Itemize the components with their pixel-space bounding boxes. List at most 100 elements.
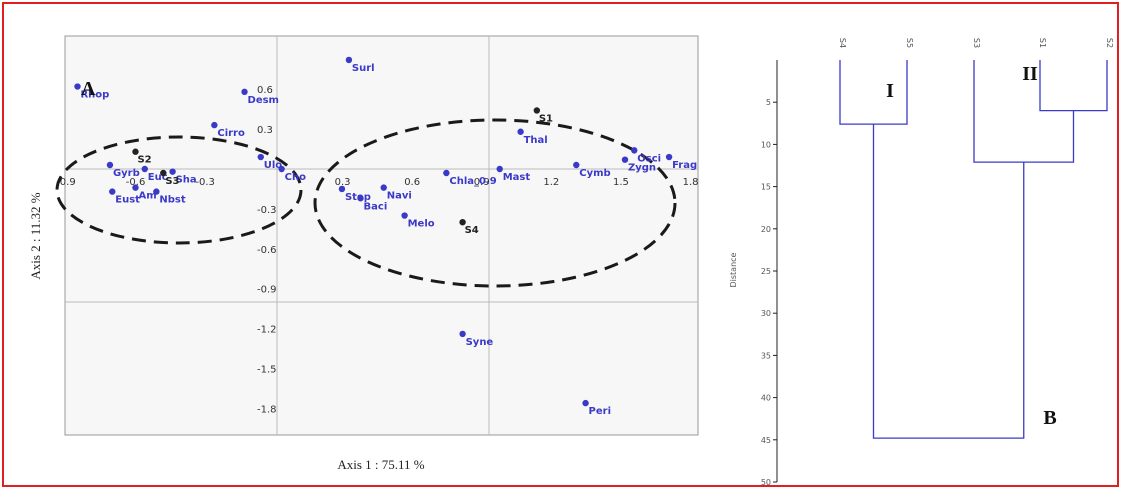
taxon-label: Rhop [80,90,109,101]
site-label: S3 [165,176,179,187]
taxon-label: Nbst [159,195,185,206]
taxon-point: Peri [582,399,611,417]
taxon-label: Cirro [217,128,245,139]
x-tick-label: 0.9 [474,177,490,188]
taxon-marker [443,169,450,177]
taxon-label: Navi [387,191,412,202]
leaf-label: S5 [905,38,914,48]
y-tick-label: -1.2 [257,325,277,336]
taxon-label: Sha [176,175,197,186]
taxon-marker [169,168,176,175]
dendrogram-axis-label: Distance [729,252,738,287]
site-marker [533,107,541,114]
y-tick-label: 0.3 [257,125,273,136]
taxon-point: Baci [357,195,387,212]
cluster-ellipse-right [313,118,677,288]
taxon-marker [345,56,353,64]
taxon-point: Am [132,184,157,202]
taxon-marker [74,83,81,90]
dendrogram-tick-label: 5 [766,98,771,107]
taxon-point: Surl [345,56,375,74]
x-tick-label: -0.6 [126,177,146,188]
taxon-point: Ulo [257,153,283,171]
dendrogram-leaves: S4 S5 S3 S1 S2 [838,38,1114,48]
site-marker [459,219,466,226]
taxon-point: Mast [496,165,531,183]
taxon-label: Euc [148,172,168,183]
site-label: S2 [137,155,151,166]
taxon-point: Zygn [621,156,656,174]
taxon-label: Thal [524,135,548,146]
leaf-label: S1 [1038,38,1047,48]
dendrogram-tick-label: 40 [761,394,771,403]
taxon-marker [631,147,638,154]
taxon-marker [459,330,466,338]
x-tick-label: 1.2 [543,177,559,188]
site-point: S3 [160,169,180,187]
y-tick-label: 0.6 [257,85,273,96]
taxon-marker [665,153,673,161]
site-point: S1 [533,107,553,124]
x-tick-label: -0.9 [56,177,76,188]
taxon-label: Eust [115,195,140,206]
y-tick-label: -1.5 [257,365,277,376]
x-axis-label: Axis 1 : 75.11 % [337,457,424,472]
site-label: S4 [465,225,479,236]
taxon-marker [357,195,364,202]
x-tick-labels: -0.9 -0.6 -0.3 0.3 0.6 0.9 1.2 1.5 1.8 [56,177,698,188]
dendrogram-branch [872,124,1025,439]
leaf-label: S2 [1105,38,1114,48]
taxon-marker [109,188,116,195]
taxon-point: Syne [459,330,494,348]
taxon-label: Cho [285,172,306,183]
y-tick-label: -0.3 [257,205,277,216]
taxon-label: Chla_0.9 [449,176,496,187]
taxon-label: Cymb [579,168,610,179]
taxon-point: Melo [401,212,435,230]
taxon-marker [582,399,589,407]
taxon-point: Nbst [153,188,186,206]
dendrogram-tick-label: 50 [761,478,771,487]
dendrogram-tick-label: 35 [761,351,771,360]
taxon-label: Mast [503,172,531,183]
taxon-point: Chla_0.9 [443,169,497,187]
site-marker [160,169,167,177]
taxon-point: Frag [665,153,697,171]
taxon-marker [401,212,408,219]
taxon-label: Ulo [264,160,283,171]
taxon-marker [257,153,264,161]
dendrogram-tick-label: 45 [761,436,771,445]
taxon-label: Frag [672,160,697,171]
taxon-marker [621,156,629,163]
taxon-label: Surl [352,63,375,74]
dendrogram-tick-label: 10 [761,140,771,149]
x-tick-label: 1.5 [613,177,629,188]
cluster-ellipse-left [55,135,303,245]
taxon-marker [211,121,218,129]
taxon-point: Desm [241,88,279,106]
taxon-marker [106,161,114,169]
taxon-marker [132,184,139,191]
taxon-point: Thal [517,128,548,146]
taxon-label: Desm [248,95,279,106]
taxon-marker [278,165,285,173]
x-tick-label: 0.3 [335,177,351,188]
taxon-point: Sha [169,168,197,186]
site-marker [132,148,139,155]
panel-label-a: A [81,78,96,100]
taxon-point: Euc [141,165,168,183]
taxon-point: Cirro [211,121,245,139]
taxon-point: Rhop [74,83,109,101]
leaf-label: S4 [838,38,847,48]
taxon-point: Osci [631,147,661,164]
taxon-label: Osci [637,153,661,164]
dendrogram-branch [839,60,908,125]
taxon-label: Syne [466,337,494,348]
dendrogram-tick-label: 30 [761,309,771,318]
site-point: S2 [132,148,152,166]
y-tick-label: -0.6 [257,245,277,256]
taxon-point: Cymb [573,161,611,179]
